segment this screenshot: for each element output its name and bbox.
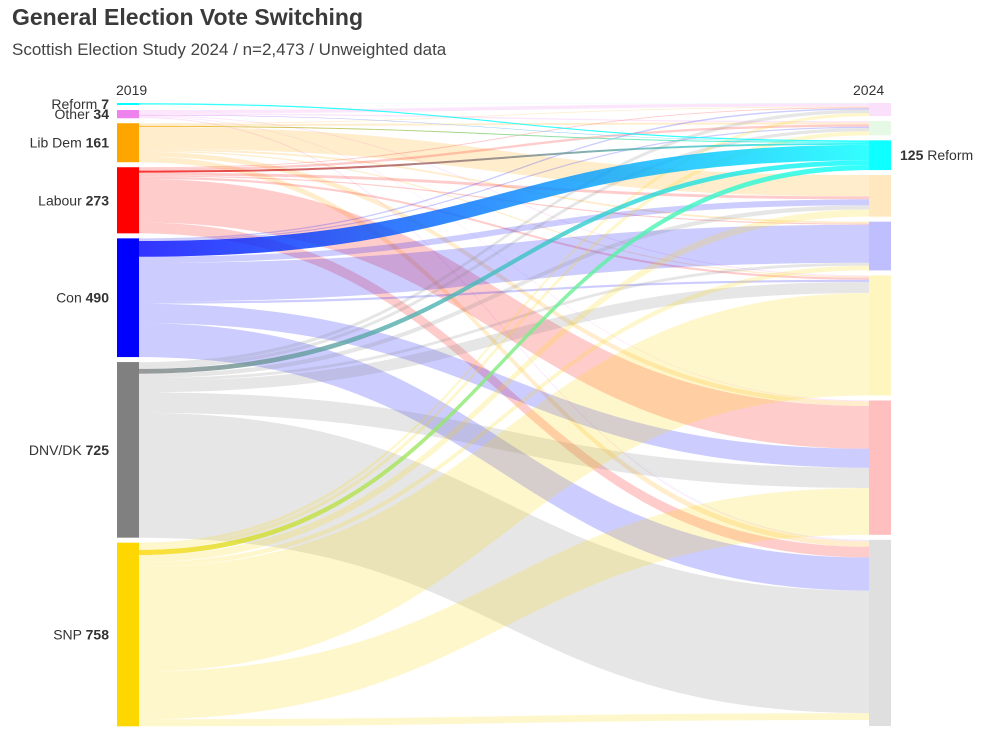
flow-lib-dem-to-labour[interactable] bbox=[139, 151, 869, 406]
label-2019-snp: SNP 758 bbox=[53, 626, 109, 642]
flow-lib-dem-to-green[interactable] bbox=[139, 122, 869, 126]
node-2024-green[interactable] bbox=[869, 121, 891, 136]
source-nodes bbox=[117, 103, 139, 727]
label-value: 125 bbox=[900, 147, 927, 163]
flow-snp-to-other[interactable] bbox=[139, 112, 869, 546]
label-2024-reform: 125 Reform bbox=[900, 147, 973, 163]
label-2019-lib-dem: Lib Dem 161 bbox=[30, 135, 110, 151]
flow-con-to-reform[interactable] bbox=[139, 144, 869, 257]
label-name: SNP bbox=[53, 626, 85, 642]
node-2024-lib-dem[interactable] bbox=[869, 175, 891, 217]
flow-other-to-other[interactable] bbox=[139, 103, 869, 114]
flow-snp-to-con[interactable] bbox=[139, 265, 869, 568]
flow-snp-to-green[interactable] bbox=[139, 131, 869, 550]
flow-dnv-dk-to-labour[interactable] bbox=[139, 392, 869, 488]
flow-con-to-other[interactable] bbox=[139, 108, 869, 240]
target-nodes bbox=[869, 103, 891, 726]
node-2019-lib-dem[interactable] bbox=[117, 123, 139, 163]
label-2019-reform: Reform 7 bbox=[51, 96, 109, 112]
label-value: 34 bbox=[93, 106, 109, 122]
flow-lib-dem-to-lib-dem[interactable] bbox=[139, 126, 869, 197]
label-name: Labour bbox=[38, 192, 85, 208]
flow-con-to-snp[interactable] bbox=[139, 279, 869, 304]
flow-snp-to-lib-dem[interactable] bbox=[139, 209, 869, 563]
node-2019-snp[interactable] bbox=[117, 542, 139, 727]
node-2024-dnv-dk[interactable] bbox=[869, 539, 891, 726]
flow-snp-to-snp[interactable] bbox=[139, 293, 869, 672]
flow-con-to-lib-dem[interactable] bbox=[139, 199, 869, 263]
flow-dnv-dk-to-reform[interactable] bbox=[139, 160, 869, 374]
flow-reform-to-dnv-dk[interactable] bbox=[139, 104, 869, 541]
label-2019-dnv-dk: DNV/DK 725 bbox=[29, 442, 109, 458]
label-name: Other bbox=[55, 106, 94, 122]
node-2019-other[interactable] bbox=[117, 110, 139, 119]
flow-labour-to-lib-dem[interactable] bbox=[139, 172, 869, 200]
node-2019-dnv-dk[interactable] bbox=[117, 362, 139, 538]
chart-subtitle: Scottish Election Study 2024 / n=2,473 /… bbox=[12, 40, 447, 59]
label-value: 758 bbox=[86, 626, 110, 642]
flow-lib-dem-to-other[interactable] bbox=[139, 106, 869, 124]
flow-lib-dem-to-con[interactable] bbox=[139, 148, 869, 224]
label-name: Lib Dem bbox=[30, 135, 86, 151]
flow-other-to-reform[interactable] bbox=[139, 114, 869, 143]
flow-lib-dem-to-reform[interactable] bbox=[139, 125, 869, 143]
label-2019-con: Con 490 bbox=[56, 290, 109, 306]
node-2024-other[interactable] bbox=[869, 103, 891, 117]
flow-dnv-dk-to-other[interactable] bbox=[139, 109, 869, 366]
axis-label-2019: 2019 bbox=[116, 82, 147, 98]
flow-other-to-dnv-dk[interactable] bbox=[139, 117, 869, 542]
flow-con-to-dnv-dk[interactable] bbox=[139, 323, 869, 591]
label-value: 161 bbox=[86, 135, 110, 151]
flow-other-to-labour[interactable] bbox=[139, 116, 869, 402]
flow-dnv-dk-to-dnv-dk[interactable] bbox=[139, 412, 869, 714]
flows-highlight bbox=[139, 103, 869, 556]
node-2024-snp[interactable] bbox=[869, 275, 891, 396]
flow-lib-dem-to-snp[interactable] bbox=[139, 150, 869, 278]
label-name: DNV/DK bbox=[29, 442, 86, 458]
flow-dnv-dk-to-con[interactable] bbox=[139, 262, 869, 381]
flow-labour-to-dnv-dk[interactable] bbox=[139, 222, 869, 558]
label-name: Con bbox=[56, 290, 86, 306]
label-name: Reform bbox=[51, 96, 101, 112]
flow-con-to-green[interactable] bbox=[139, 126, 869, 242]
flow-other-to-green[interactable] bbox=[139, 113, 869, 123]
label-name: Reform bbox=[927, 147, 973, 163]
flow-snp-to-labour[interactable] bbox=[139, 487, 869, 720]
flow-snp-to-dnv-dk[interactable] bbox=[139, 713, 869, 727]
flow-con-to-labour[interactable] bbox=[139, 303, 869, 468]
flow-con-to-con[interactable] bbox=[139, 224, 869, 302]
flow-lib-dem-to-dnv-dk[interactable] bbox=[139, 156, 869, 547]
node-2019-labour[interactable] bbox=[117, 167, 139, 234]
flow-dnv-dk-to-green[interactable] bbox=[139, 127, 869, 369]
flow-snp-to-reform[interactable] bbox=[139, 165, 869, 556]
flow-dnv-dk-to-lib-dem[interactable] bbox=[139, 205, 869, 379]
node-2024-labour[interactable] bbox=[869, 400, 891, 535]
label-2019-other: Other 34 bbox=[55, 106, 110, 122]
label-value: 7 bbox=[101, 96, 109, 112]
node-2024-con[interactable] bbox=[869, 221, 891, 271]
node-2019-reform[interactable] bbox=[117, 103, 139, 105]
flow-labour-to-other[interactable] bbox=[139, 107, 869, 169]
label-value: 490 bbox=[86, 290, 110, 306]
axis-label-2024: 2024 bbox=[853, 82, 884, 98]
chart-title: General Election Vote Switching bbox=[12, 4, 364, 30]
node-2019-con[interactable] bbox=[117, 238, 139, 358]
flow-labour-to-green[interactable] bbox=[139, 124, 869, 171]
label-2019-labour: Labour 273 bbox=[38, 192, 109, 208]
flow-dnv-dk-to-snp[interactable] bbox=[139, 281, 869, 393]
label-value: 273 bbox=[86, 192, 110, 208]
flow-labour-to-snp[interactable] bbox=[139, 176, 869, 280]
flow-reform-to-reform[interactable] bbox=[139, 103, 869, 142]
flow-labour-to-reform[interactable] bbox=[139, 142, 869, 173]
label-value: 725 bbox=[86, 442, 110, 458]
node-2024-reform[interactable] bbox=[869, 140, 891, 171]
